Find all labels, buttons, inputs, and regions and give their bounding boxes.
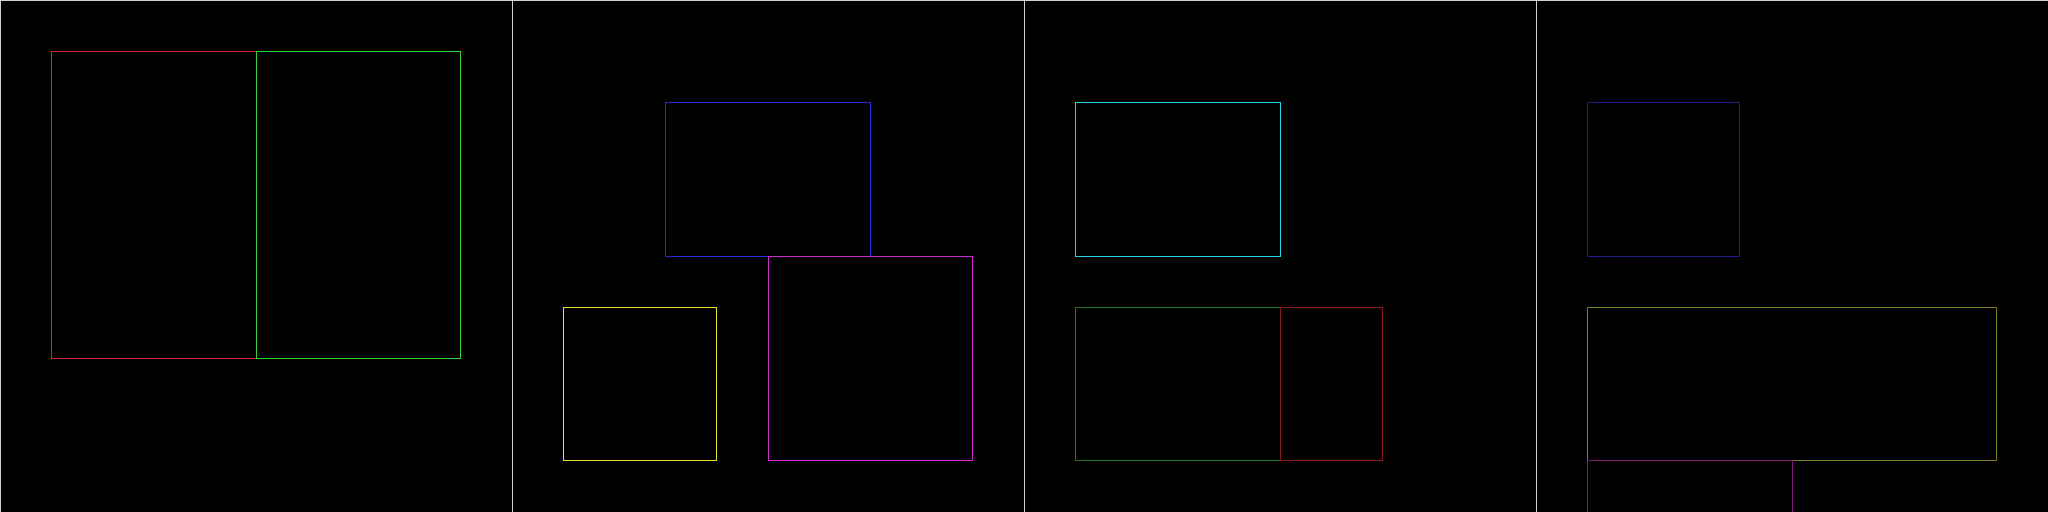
panel-2 — [563, 102, 973, 461]
panel-3 — [1075, 102, 1383, 461]
panel-1 — [51, 51, 461, 359]
yellow-rectangle — [563, 307, 717, 461]
purple-rectangle — [1587, 460, 1793, 512]
dark-red-rectangle — [1280, 307, 1383, 461]
magenta-rectangle — [768, 256, 973, 461]
panel-4 — [1587, 102, 1997, 512]
cyan-rectangle — [1075, 102, 1281, 257]
navy-rectangle — [1587, 102, 1740, 257]
green-rectangle — [256, 51, 461, 359]
